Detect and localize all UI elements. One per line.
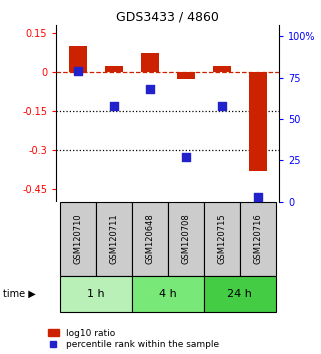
Text: 4 h: 4 h bbox=[159, 289, 177, 299]
Bar bbox=[132, 202, 168, 276]
Legend: log10 ratio, percentile rank within the sample: log10 ratio, percentile rank within the … bbox=[48, 329, 219, 349]
Bar bbox=[96, 202, 132, 276]
Text: time ▶: time ▶ bbox=[3, 289, 36, 299]
Bar bbox=[204, 202, 240, 276]
Point bbox=[255, 194, 260, 200]
Title: GDS3433 / 4860: GDS3433 / 4860 bbox=[116, 11, 219, 24]
Bar bbox=[132, 276, 204, 312]
Text: 24 h: 24 h bbox=[227, 289, 252, 299]
Text: GSM120711: GSM120711 bbox=[109, 213, 118, 264]
Point bbox=[111, 103, 116, 109]
Bar bbox=[60, 276, 132, 312]
Text: GSM120648: GSM120648 bbox=[145, 213, 154, 264]
Text: GSM120708: GSM120708 bbox=[181, 213, 190, 264]
Point bbox=[183, 154, 188, 160]
Point bbox=[147, 86, 152, 92]
Text: GSM120716: GSM120716 bbox=[253, 213, 262, 264]
Bar bbox=[105, 67, 123, 72]
Bar bbox=[60, 202, 96, 276]
Point bbox=[219, 103, 224, 109]
Text: 1 h: 1 h bbox=[87, 289, 105, 299]
Bar bbox=[141, 53, 159, 72]
Text: GSM120710: GSM120710 bbox=[73, 213, 82, 264]
Bar bbox=[213, 67, 231, 72]
Text: GSM120715: GSM120715 bbox=[217, 213, 226, 264]
Bar bbox=[249, 72, 267, 171]
Point bbox=[75, 68, 80, 74]
Bar bbox=[240, 202, 276, 276]
Bar bbox=[177, 72, 195, 79]
Bar bbox=[168, 202, 204, 276]
Bar bbox=[69, 46, 87, 72]
Bar bbox=[204, 276, 276, 312]
